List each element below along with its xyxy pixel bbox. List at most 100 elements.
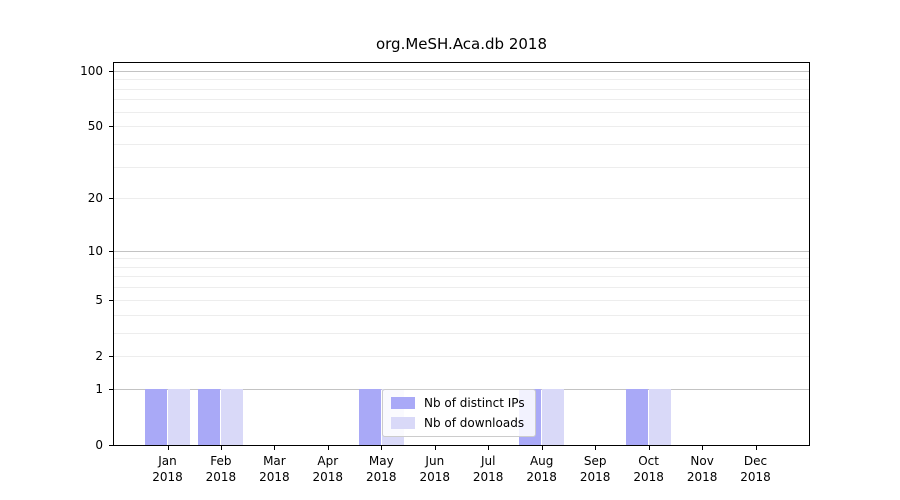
x-tick-label: Jul 2018 <box>456 453 520 485</box>
y-tick-mark <box>109 445 113 446</box>
x-tick-label: Apr 2018 <box>296 453 360 485</box>
x-tick-mark <box>327 446 329 450</box>
x-tick-mark <box>702 446 704 450</box>
y-tick-mark <box>109 70 113 72</box>
y-tick-label: 20 <box>87 191 103 206</box>
x-tick-month: Feb <box>210 454 232 468</box>
bar-distinct-ips-may <box>358 388 381 445</box>
x-tick-month: Jul <box>480 454 496 468</box>
y-tick-label: 1 <box>95 381 103 396</box>
y-tick-label: 2 <box>95 348 103 363</box>
y-tick-mark <box>109 299 113 301</box>
bar-distinct-ips-jan <box>145 388 167 445</box>
y-tick-mark <box>109 355 113 357</box>
y-tick-label: 5 <box>95 292 103 307</box>
minor-gridline <box>114 111 809 113</box>
x-tick-year: 2018 <box>526 470 557 484</box>
y-tick-label: 50 <box>87 119 103 134</box>
minor-gridline <box>114 79 809 81</box>
x-tick-label: Jan 2018 <box>136 453 200 485</box>
x-tick-mark <box>755 446 757 450</box>
x-tick-label: Jun 2018 <box>403 453 467 485</box>
chart-title: org.MeSH.Aca.db 2018 <box>375 35 548 53</box>
x-tick-label: Aug 2018 <box>510 453 574 485</box>
x-tick-month: May <box>368 454 394 468</box>
x-tick-mark <box>595 446 597 450</box>
legend: Nb of distinct IPs Nb of downloads <box>382 389 536 437</box>
minor-gridline <box>114 266 809 268</box>
x-tick-label: Oct 2018 <box>617 453 681 485</box>
x-tick-month: Oct <box>638 454 659 468</box>
legend-item-downloads: Nb of downloads <box>391 416 525 430</box>
y-tick-label: 0 <box>95 438 103 452</box>
minor-gridline <box>114 355 809 357</box>
x-tick-label: Sep 2018 <box>563 453 627 485</box>
y-tick-mark <box>109 388 113 390</box>
x-tick-mark <box>541 446 543 450</box>
x-tick-month: Jun <box>425 454 445 468</box>
x-tick-month: Jan <box>158 454 177 468</box>
y-tick-mark <box>109 198 113 200</box>
x-tick-month: Dec <box>743 454 768 468</box>
x-tick-year: 2018 <box>366 470 397 484</box>
x-tick-mark <box>434 446 436 450</box>
legend-label-downloads: Nb of downloads <box>424 416 525 430</box>
minor-gridline <box>114 166 809 168</box>
minor-gridline <box>114 332 809 334</box>
x-tick-month: Aug <box>529 454 554 468</box>
legend-swatch-distinct-ips <box>391 397 415 409</box>
bar-downloads-oct <box>649 388 672 445</box>
legend-swatch-downloads <box>391 417 415 429</box>
y-tick-mark <box>109 250 113 252</box>
x-tick-label: Mar 2018 <box>242 453 306 485</box>
x-tick-year: 2018 <box>312 470 344 484</box>
x-tick-mark <box>220 446 222 450</box>
minor-gridline <box>114 143 809 145</box>
bar-distinct-ips-feb <box>198 388 221 445</box>
x-tick-label: Dec 2018 <box>724 453 788 485</box>
x-tick-mark <box>488 446 490 450</box>
x-tick-month: Apr <box>317 454 339 468</box>
x-tick-month: Mar <box>263 454 286 468</box>
x-tick-year: 2018 <box>205 470 237 484</box>
y-tick-mark <box>109 126 113 128</box>
bar-downloads-aug <box>542 388 565 445</box>
bar-distinct-ips-oct <box>626 388 649 445</box>
minor-gridline <box>114 299 809 301</box>
x-tick-month: Nov <box>690 454 714 468</box>
legend-item-distinct-ips: Nb of distinct IPs <box>391 396 525 410</box>
x-tick-mark <box>648 446 650 450</box>
x-tick-year: 2018 <box>419 470 451 484</box>
minor-gridline <box>114 287 809 289</box>
x-tick-year: 2018 <box>686 470 718 484</box>
bar-downloads-jan <box>168 388 190 445</box>
x-tick-year: 2018 <box>259 470 290 484</box>
major-gridline <box>114 250 809 252</box>
x-tick-month: Sep <box>583 454 607 468</box>
x-tick-year: 2018 <box>152 470 183 484</box>
y-tick-label: 100 <box>80 63 103 78</box>
minor-gridline <box>114 198 809 200</box>
minor-gridline <box>114 88 809 90</box>
minor-gridline <box>114 99 809 101</box>
bar-downloads-feb <box>221 388 244 445</box>
minor-gridline <box>114 258 809 260</box>
x-tick-label: May 2018 <box>349 453 413 485</box>
x-tick-year: 2018 <box>472 470 504 484</box>
bar-layer <box>114 63 809 445</box>
minor-gridline <box>114 276 809 278</box>
minor-gridline <box>114 126 809 128</box>
legend-label-distinct-ips: Nb of distinct IPs <box>424 396 525 410</box>
x-tick-label: Nov 2018 <box>670 453 734 485</box>
x-tick-year: 2018 <box>740 470 771 484</box>
x-tick-year: 2018 <box>579 470 611 484</box>
x-tick-mark <box>167 446 169 450</box>
x-tick-mark <box>274 446 276 450</box>
minor-gridline <box>114 314 809 316</box>
y-tick-label: 10 <box>87 243 103 258</box>
plot-area: Nb of distinct IPs Nb of downloads <box>113 62 810 446</box>
major-gridline <box>114 70 809 72</box>
x-tick-label: Feb 2018 <box>189 453 253 485</box>
x-tick-year: 2018 <box>633 470 664 484</box>
